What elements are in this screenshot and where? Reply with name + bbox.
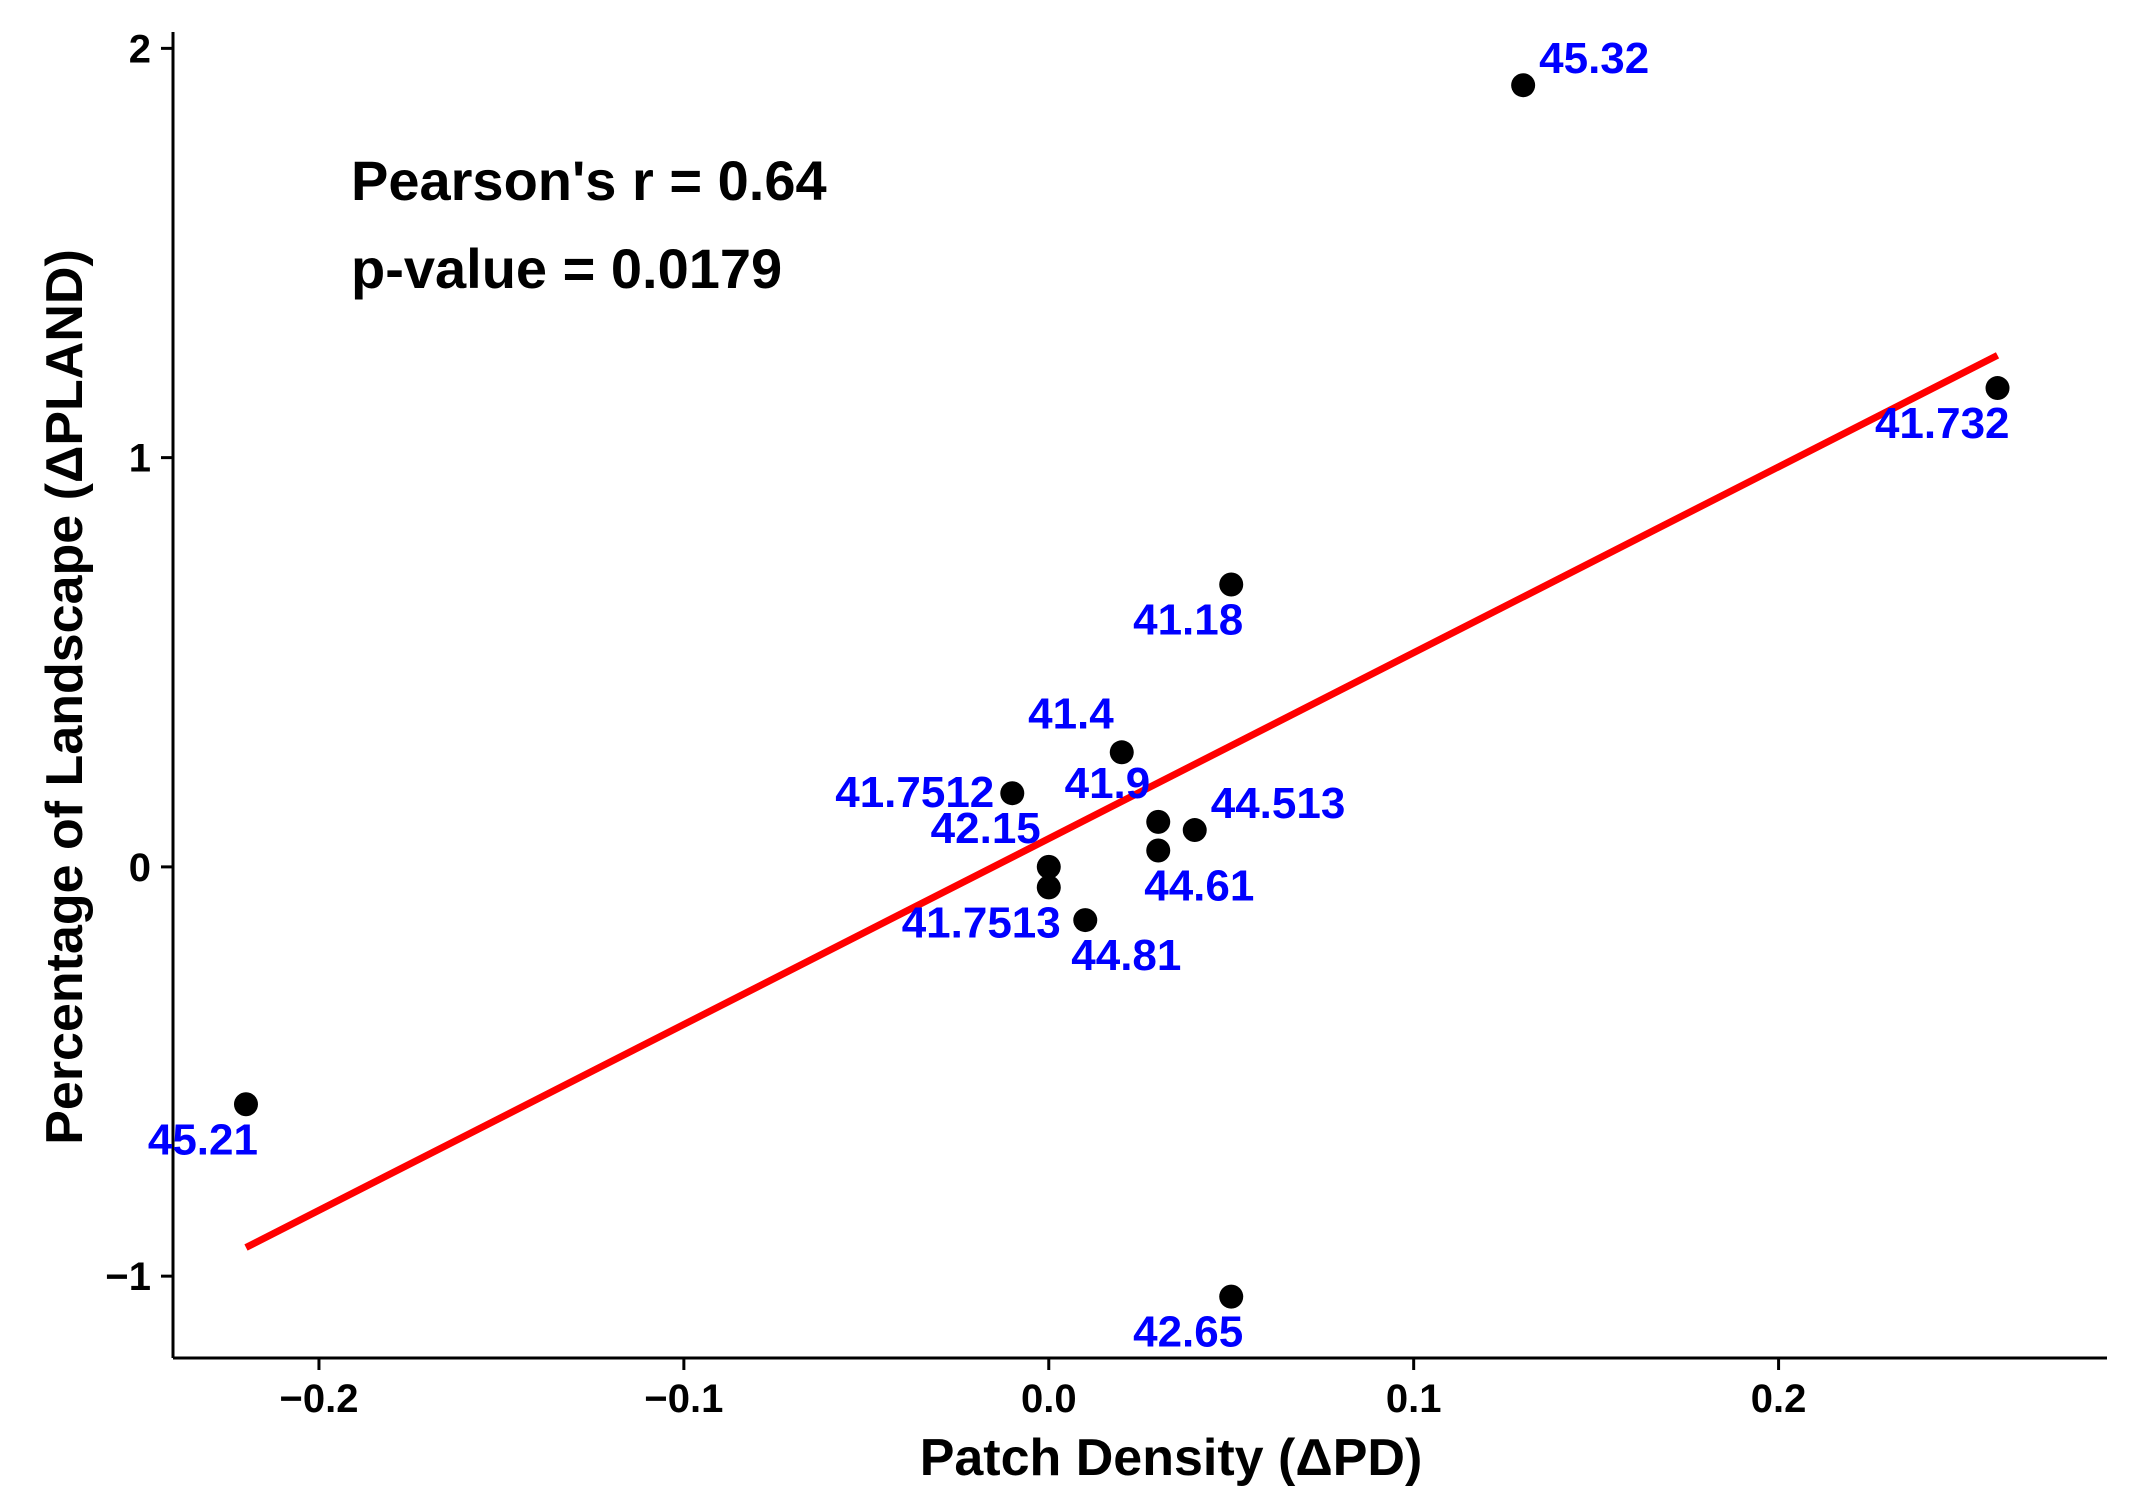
pvalue-annotation: p-value = 0.0179	[351, 237, 782, 300]
data-point	[1219, 1284, 1244, 1309]
data-points	[233, 73, 2010, 1309]
data-point	[1036, 854, 1061, 879]
regression-line	[244, 352, 2000, 1251]
point-label: 41.732	[1875, 399, 2010, 448]
data-point	[1511, 73, 1536, 98]
point-labels: 45.32 41.732 41.18 41.4 41.7512 41.9 44.513 44.…	[148, 34, 2010, 1356]
point-label: 44.61	[1144, 862, 1254, 911]
point-label: 42.65	[1133, 1308, 1243, 1357]
pearson-annotation: Pearson's r = 0.64	[351, 149, 827, 212]
data-point	[1146, 809, 1171, 834]
y-tick-label: 1	[129, 437, 151, 481]
stats-annotation: Pearson's r = 0.64 p-value = 0.0179	[351, 149, 827, 300]
point-label: 41.18	[1133, 596, 1243, 645]
point-label: 45.32	[1539, 34, 1649, 83]
axes: −0.2 −0.1 0.0 0.1 0.2 −1 0 1 2	[105, 27, 2107, 1421]
data-point	[1985, 376, 2010, 401]
x-tick-label: −0.1	[644, 1377, 723, 1421]
y-tick-label: 0	[129, 846, 151, 890]
y-tick-label: −1	[105, 1255, 151, 1299]
point-label: 45.21	[148, 1115, 258, 1164]
point-label: 41.4	[1028, 689, 1114, 738]
data-point	[1000, 781, 1025, 806]
data-point	[1109, 740, 1134, 765]
data-point	[1036, 875, 1061, 900]
x-tick-label: 0.2	[1751, 1377, 1807, 1421]
data-point	[233, 1092, 258, 1117]
point-label: 41.7513	[902, 898, 1061, 947]
point-label: 41.7512	[835, 768, 994, 817]
point-label: 44.513	[1211, 779, 1346, 828]
data-point	[1182, 818, 1207, 843]
data-point	[1073, 908, 1098, 933]
x-tick-label: 0.0	[1021, 1377, 1077, 1421]
y-axis-title: Percentage of Landscape (ΔPLAND)	[36, 249, 94, 1145]
data-point	[1146, 838, 1171, 863]
y-tick-label: 2	[129, 27, 151, 71]
x-axis-title: Patch Density (ΔPD)	[920, 1429, 1423, 1487]
data-point	[1219, 572, 1244, 597]
point-label: 41.9	[1065, 759, 1151, 808]
x-tick-label: −0.2	[279, 1377, 358, 1421]
regression-line-group	[244, 352, 2000, 1251]
point-label: 44.81	[1071, 931, 1181, 980]
point-label: 42.15	[931, 804, 1041, 853]
x-tick-label: 0.1	[1386, 1377, 1442, 1421]
